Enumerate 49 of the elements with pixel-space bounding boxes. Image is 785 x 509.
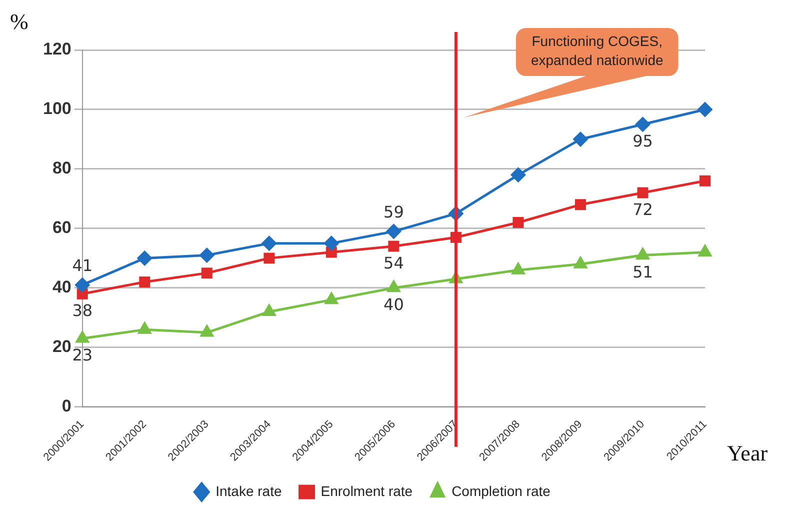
point xyxy=(386,224,401,239)
point xyxy=(76,331,89,343)
point xyxy=(137,250,152,266)
point xyxy=(636,248,650,260)
data-label: 38 xyxy=(72,301,93,320)
point xyxy=(637,187,648,198)
data-label: 54 xyxy=(384,253,404,272)
point xyxy=(698,244,712,256)
point xyxy=(262,304,276,316)
y-tick-label: 40 xyxy=(52,278,72,297)
point xyxy=(512,262,525,274)
point xyxy=(574,256,587,268)
y-axis-title: % xyxy=(10,8,28,34)
y-tick-label: 20 xyxy=(52,337,72,356)
x-axis-title: Year xyxy=(727,440,768,466)
data-label: 40 xyxy=(384,295,404,314)
legend-label: Enrolment rate xyxy=(320,482,413,499)
data-label: 59 xyxy=(384,202,404,222)
ref-line-label: Functioning COGES, expanded nationwide xyxy=(530,32,664,68)
data-label: 41 xyxy=(72,256,93,276)
point xyxy=(510,168,526,182)
point xyxy=(138,322,152,334)
data-label: 72 xyxy=(632,200,653,219)
point xyxy=(200,325,214,337)
point xyxy=(698,102,712,117)
point xyxy=(574,199,586,210)
point xyxy=(635,117,650,132)
point xyxy=(201,268,212,279)
point xyxy=(264,252,275,264)
y-tick-label: 100 xyxy=(42,99,72,118)
point xyxy=(324,236,339,251)
point xyxy=(387,280,400,292)
data-label: 95 xyxy=(632,132,653,151)
point xyxy=(512,217,524,228)
point xyxy=(200,248,214,262)
point xyxy=(324,292,338,304)
point xyxy=(573,132,588,146)
legend-label: Completion rate xyxy=(452,482,551,499)
y-tick-label: 0 xyxy=(62,396,72,416)
y-tick-label: 80 xyxy=(52,158,72,178)
point xyxy=(262,236,276,251)
point xyxy=(139,276,150,288)
point xyxy=(388,240,400,252)
y-tick-label: 120 xyxy=(42,40,72,59)
data-label: 23 xyxy=(72,346,93,365)
legend-label: Intake rate xyxy=(216,482,282,499)
data-label: 51 xyxy=(632,262,653,282)
point xyxy=(700,175,710,186)
y-tick-label: 60 xyxy=(52,218,72,238)
